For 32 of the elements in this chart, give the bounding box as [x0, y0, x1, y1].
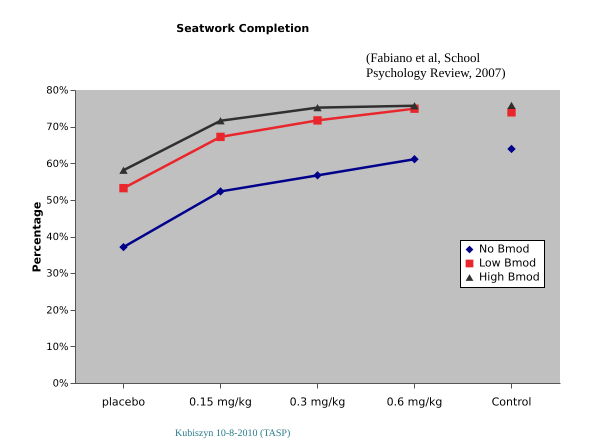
point [313, 104, 322, 112]
text: Kubiszyn 10-8-2010 (TASP) [175, 428, 290, 439]
point [313, 116, 322, 125]
legend-label: High Bmod [479, 270, 540, 284]
y-tick-label: 80% [46, 86, 68, 96]
y-tick-label: 20% [46, 305, 68, 316]
point [119, 184, 128, 192]
point [216, 117, 225, 124]
y-tick-label: 30% [46, 268, 68, 280]
point [410, 155, 419, 164]
legend-label: No Bmod [479, 242, 530, 256]
y-tick-label: 0% [52, 378, 68, 390]
point [216, 132, 225, 142]
legend-label: Low Bmod [479, 256, 536, 270]
x-tick-label: placebo [102, 396, 146, 408]
y-tick-label: 40% [46, 232, 68, 243]
text: (Fabiano et al, School Psychology Review, 2007) [366, 50, 506, 80]
point [119, 242, 128, 252]
x-tick-label: 0.3 mg/kg [290, 396, 346, 408]
chart-title: Seatwork Completion [176, 22, 310, 35]
point [216, 187, 225, 196]
y-axis-title: Percentage [30, 202, 44, 272]
point [410, 102, 419, 110]
y-tick-label: 50% [46, 195, 68, 206]
x-tick-label: 0.15 mg/kg [189, 396, 252, 408]
x-tick-label: Control [492, 396, 532, 408]
point [119, 166, 128, 174]
y-tick-label: 10% [46, 342, 68, 353]
y-tick-label: 60% [46, 158, 68, 170]
point [313, 171, 322, 180]
y-tick-label: 70% [46, 122, 68, 134]
x-tick-label: 0.6 mg/kg [386, 396, 442, 408]
